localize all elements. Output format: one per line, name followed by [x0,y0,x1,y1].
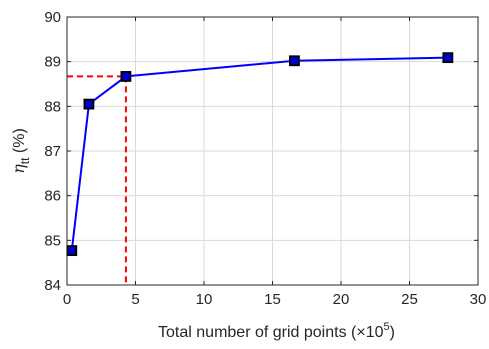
y-axis-label-symbol: η [9,164,28,174]
series-line [70,56,448,251]
y-axis-label: ηtt (%) [9,128,32,174]
x-tick-label: 30 [470,291,487,308]
data-point-marker [120,71,132,82]
series [66,52,454,257]
data-point-marker [83,98,95,110]
x-axis-label-suffix: ) [390,324,395,341]
y-axis-label-unit: (%) [11,128,28,157]
y-tick-label: 84 [44,277,61,294]
data-point-marker [66,245,78,257]
x-tick-label: 25 [401,291,418,308]
tick-labels: 0 5 10 15 20 25 30 84 85 86 87 88 89 90 [44,9,486,308]
x-axis-label-text: Total number of grid points (×10 [158,324,384,341]
x-axis-label-superscript: 5 [384,321,390,333]
x-tick-label: 20 [333,291,350,308]
y-tick-label: 88 [44,98,61,115]
y-tick-label: 85 [44,232,61,249]
y-axis-label-subscript: tt [18,157,32,164]
x-tick-label: 10 [196,291,213,308]
y-tick-label: 86 [44,188,61,205]
axes [66,16,479,286]
y-tick-label: 89 [44,54,61,71]
data-point-marker [442,52,454,64]
x-tick-label: 15 [264,291,281,308]
x-axis-label: Total number of grid points (×105) [158,321,395,341]
grid [67,17,478,285]
x-tick-label: 0 [63,291,71,308]
reference-lines [67,75,127,285]
y-tick-label: 87 [44,143,61,160]
data-point-marker [289,55,300,67]
y-tick-label: 90 [44,9,61,26]
x-tick-label: 5 [131,291,139,308]
